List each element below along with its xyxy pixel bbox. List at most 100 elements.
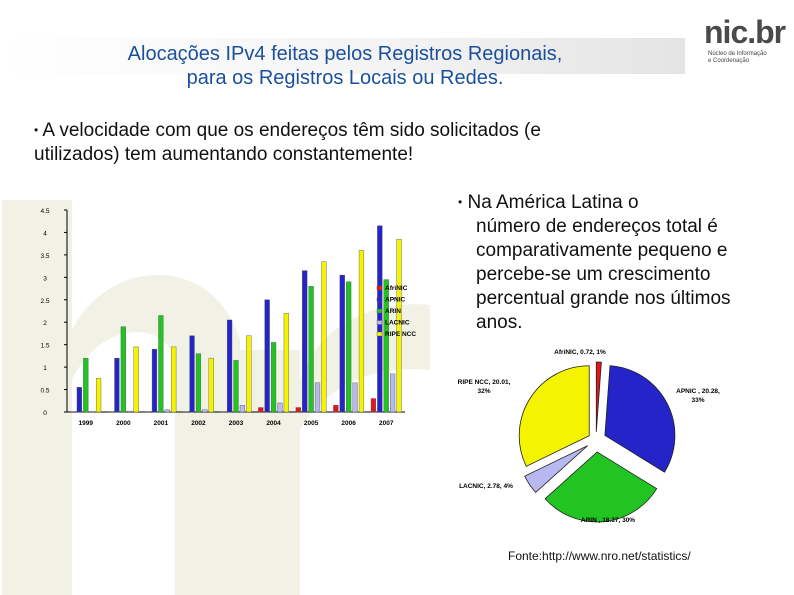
x-tick-label: 2006 [341,420,356,427]
bar [370,398,377,413]
bar [183,411,189,413]
bar [70,411,76,413]
legend-swatch [376,308,383,314]
y-tick-label: 0.5 [40,388,49,395]
bar [76,387,82,413]
logo-text: nic.br [704,14,786,50]
bar [321,261,327,413]
bullet-1: • A velocidade com que os endereços têm … [34,118,554,167]
bar [383,279,389,413]
bullet-2: • Na América Latina o número de endereço… [458,190,778,335]
bar-chart: 0 0.5 1 1.5 2 2.5 3 3.5 4 4.5 1999 2000 2001 2002 2003… [40,208,416,427]
bar [189,335,195,413]
bar [333,405,339,413]
bar [283,313,289,413]
legend-swatch [376,331,383,337]
bar [202,409,208,413]
bar [171,346,177,413]
title-line-1: Alocações IPv4 feitas pelos Registros Re… [127,43,563,65]
bar [346,281,352,413]
bar [127,410,133,413]
pie-label: LACNIC, 2.78, 4% [459,483,513,490]
bar [114,357,120,413]
bar [133,346,139,413]
bar [270,342,277,413]
pie-slice [524,445,588,493]
bullet-symbol-2: • [458,195,463,209]
x-tick-label: 2000 [116,420,131,427]
bar [89,411,95,413]
bar [158,315,164,413]
y-tick-label: 1 [43,365,47,372]
y-tick-label: 4 [43,230,47,237]
bar [396,238,402,413]
bar [145,411,151,413]
bar [390,373,396,413]
logo-sub-line-1: Núcleo de Informação [708,51,767,57]
y-tick-label: 1.5 [40,343,49,350]
bar [208,357,214,413]
nicbr-logo: nic.br Núcleo de Informação e Coordenaçã… [686,10,790,74]
pie-label: RIPE NCC, 20.01, 32% [458,379,511,395]
pie-chart: AfriNIC, 0.72, 1% APNIC , 20.28, 33% ARIN ,… [458,349,720,524]
bar [352,382,358,413]
bar [239,405,246,413]
legend-swatch [376,285,383,291]
x-tick-label: 2007 [379,420,394,427]
bullet-1-text: A velocidade com que os endereços têm si… [34,120,541,165]
x-tick-label: 2004 [266,420,281,427]
pie-label: ARIN , 18.37, 30% [581,517,635,524]
x-tick-label: 1999 [79,420,94,427]
bar [107,411,114,413]
y-tick-label: 3.5 [40,253,49,260]
legend-label: ARIN [385,308,401,315]
bar [308,286,314,413]
y-tick-label: 4.5 [40,208,49,215]
bullet-2-text: Na América Latina o [462,192,639,213]
x-tick-label: 2005 [304,420,319,427]
bar [277,402,283,413]
bar [314,382,321,413]
slide-title: Alocações IPv4 feitas pelos Registros Re… [20,42,670,90]
pie-slice [544,451,658,523]
bar [164,409,170,413]
legend-label: RIPE NCC [385,331,416,338]
legend-label: AfriNIC [385,285,408,292]
x-tick-label: 2001 [154,420,169,427]
bar [226,319,233,413]
pie-label: APNIC , 20.28, 33% [676,388,720,404]
x-tick-label: 2003 [229,420,244,427]
pie-label: AfriNIC, 0.72, 1% [554,349,606,356]
y-tick-label: 3 [43,275,47,282]
bar [233,360,239,413]
bar [120,326,126,413]
bar [95,378,102,413]
bar [302,270,308,413]
legend-swatch [376,320,383,325]
legend-label: APNIC [385,297,406,304]
y-tick-label: 2.5 [40,298,49,305]
y-tick-label: 2 [43,320,47,327]
x-tick-label: 2002 [191,420,206,427]
bar [358,250,365,413]
source-note: Fonte:http://www.nro.net/statistics/ [508,549,691,563]
title-line-2: para os Registros Locais ou Redes. [186,67,504,89]
bar [195,353,202,413]
legend-label: LACNIC [385,320,410,327]
pie-slice [604,365,676,473]
pie-slice [595,361,602,433]
bar [151,348,158,413]
bar [220,411,226,413]
logo-subtitle: Núcleo de Informação e Coordenação [708,51,788,65]
y-tick-label: 0 [43,410,47,417]
bar [295,407,301,413]
bar [264,299,270,413]
bullet-symbol: • [34,123,39,137]
bar [246,335,252,413]
bar [83,357,89,413]
bar [258,407,264,413]
pie-slice [518,365,590,467]
logo-sub-line-2: e Coordenação [708,58,750,64]
bar [339,274,345,413]
title-band [0,38,685,74]
